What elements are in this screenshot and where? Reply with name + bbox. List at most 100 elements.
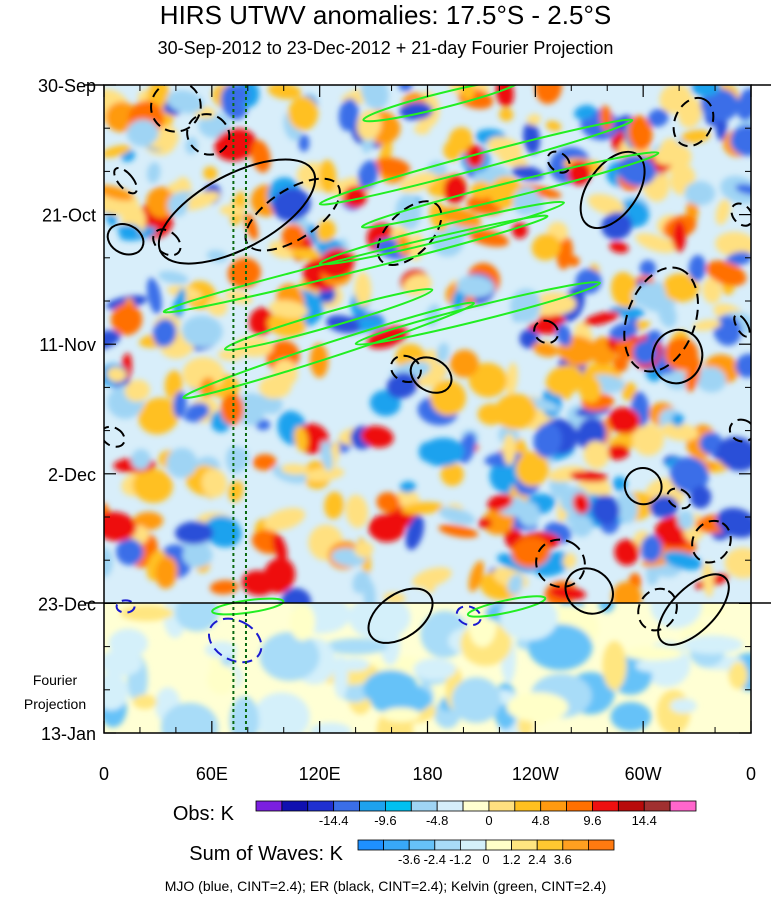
projection-anomaly-cell (259, 632, 320, 681)
projection-anomaly-cell (104, 649, 143, 677)
wave-contours (104, 85, 751, 664)
obs-anomaly-cell (523, 121, 541, 155)
obs-anomaly-cell (669, 456, 709, 494)
obs-anomaly-cell (465, 144, 484, 168)
obs-anomaly-cell (293, 426, 308, 452)
obs-anomaly-cell (556, 323, 572, 347)
colorbar-swatch (514, 800, 542, 812)
er-contour (666, 487, 692, 510)
obs-anomaly-cell (227, 257, 261, 289)
projection-anomaly-cell (624, 646, 683, 661)
obs-anomaly-cell (414, 124, 430, 135)
obs-anomaly-cell (164, 370, 183, 400)
obs-anomaly-cell (611, 581, 642, 603)
obs-anomaly-cell (280, 463, 309, 475)
obs-anomaly-cell (606, 444, 630, 460)
obs-anomaly-cell (632, 423, 664, 456)
obs-anomaly-cell (354, 541, 374, 558)
obs-anomaly-cell (702, 277, 722, 304)
colorbar-tick-label: 9.6 (583, 813, 601, 828)
obs-anomaly-cell (527, 113, 541, 126)
projection-anomaly-cell (681, 635, 743, 654)
obs-anomaly-cell (494, 393, 537, 430)
obs-anomaly-cell (468, 560, 484, 592)
kelvin-contour (162, 214, 549, 314)
obs-anomaly-cell (106, 367, 127, 383)
colorbar-swatch (462, 800, 490, 812)
obs-anomaly-cell (235, 393, 266, 426)
projection-anomaly-cell (381, 707, 421, 722)
obs-anomaly-cell (659, 85, 692, 114)
colorbar-tick-label: 3.6 (554, 852, 572, 867)
obs-anomaly-cell (591, 494, 620, 526)
obs-anomaly-cell (438, 507, 476, 525)
colorbar-swatch (357, 839, 385, 851)
obs-anomaly-cell (356, 109, 382, 141)
obs-anomaly-cell (220, 393, 245, 425)
obs-anomaly-cell (654, 153, 676, 166)
obs-anomaly-cell (104, 145, 131, 158)
colorbar-swatch (255, 800, 283, 812)
colorbar-tick-label: -1.2 (449, 852, 471, 867)
obs-anomaly-cell (263, 557, 296, 594)
colorbar-swatch (566, 800, 593, 812)
obs-anomaly-cell (264, 507, 306, 531)
y-tick-label: 11-Nov (39, 335, 96, 355)
mjo-contour (115, 599, 136, 614)
x-tick-label: 180 (412, 764, 442, 784)
er-contour (409, 356, 453, 394)
reference-lines (232, 85, 247, 733)
x-tick-label: 120E (299, 764, 341, 784)
projection-anomaly-cell (174, 603, 219, 632)
obs-anomaly-cell (478, 517, 492, 529)
kelvin-contour (223, 287, 434, 352)
projection-anomaly-cell (413, 658, 457, 681)
obs-anomaly-cell (616, 491, 638, 524)
obs-anomaly-cell (569, 470, 608, 483)
projection-anomaly-cell (728, 661, 748, 690)
projection-anomaly-cell (206, 665, 237, 695)
obs-anomaly-cell (269, 300, 308, 319)
er-contour (186, 113, 231, 156)
obs-anomaly-cell (515, 451, 550, 487)
obs-anomaly-cell (608, 407, 641, 434)
colorbar-tick-label: -2.4 (424, 852, 446, 867)
obs-anomaly-cell (399, 481, 416, 494)
colorbar-swatch (434, 839, 461, 851)
obs-colorbar-label: Obs: K (173, 803, 235, 825)
obs-anomaly-cell (487, 494, 513, 511)
colorbar-swatch (488, 800, 516, 812)
y-tick-label: 21-Oct (42, 206, 96, 226)
obs-anomaly-cell (376, 492, 400, 513)
colorbar-tick-label: 4.8 (532, 813, 550, 828)
er-contour (651, 328, 704, 385)
obs-anomaly-cell (640, 534, 663, 563)
obs-anomaly-cell (203, 166, 218, 181)
obs-anomaly-cell (383, 592, 406, 603)
er-contour (150, 85, 202, 133)
obs-anomaly-cell (715, 231, 751, 258)
obs-anomaly-cell (440, 462, 464, 487)
obs-anomaly-cell (587, 193, 625, 216)
obs-anomaly-cell (304, 467, 345, 482)
colorbar-swatch (588, 839, 615, 851)
obs-anomaly-cell (298, 134, 310, 152)
colorbar-tick-label: 14.4 (632, 813, 657, 828)
obs-anomaly-cell (730, 125, 751, 156)
obs-anomaly-cell (252, 454, 277, 471)
colorbar-swatch (281, 800, 309, 812)
colorbar-swatch (485, 839, 513, 851)
obs-anomaly-cell (105, 101, 138, 132)
obs-anomaly-cell (601, 212, 633, 240)
er-contour (733, 313, 751, 338)
obs-anomaly-cell (204, 515, 242, 548)
er-contour (157, 158, 317, 265)
obs-anomaly-cell (345, 494, 369, 528)
obs-anomaly-cell (613, 355, 629, 373)
projection-anomaly-cell (229, 696, 259, 733)
obs-anomaly-cell (468, 362, 508, 398)
obs-anomaly-cell (681, 129, 711, 144)
projection-anomaly-cell (161, 702, 219, 733)
obs-anomaly-cell (612, 476, 627, 492)
